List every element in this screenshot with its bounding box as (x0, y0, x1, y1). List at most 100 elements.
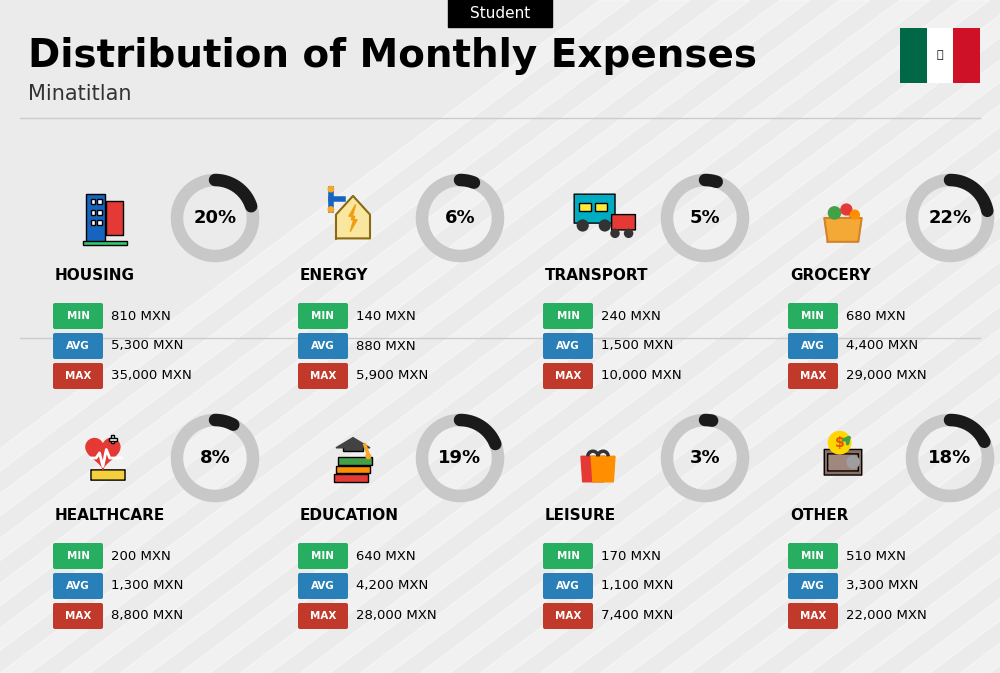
FancyBboxPatch shape (298, 333, 348, 359)
Circle shape (610, 229, 620, 238)
Text: $: $ (835, 435, 844, 450)
FancyBboxPatch shape (828, 454, 858, 471)
FancyBboxPatch shape (336, 466, 370, 473)
Text: AVG: AVG (311, 341, 335, 351)
Text: 4,400 MXN: 4,400 MXN (846, 339, 918, 353)
Polygon shape (581, 456, 605, 482)
Polygon shape (960, 0, 1000, 673)
Text: 1,100 MXN: 1,100 MXN (601, 579, 673, 592)
FancyBboxPatch shape (788, 363, 838, 389)
Text: MIN: MIN (312, 551, 334, 561)
Text: 240 MXN: 240 MXN (601, 310, 661, 322)
Polygon shape (349, 205, 357, 232)
FancyBboxPatch shape (109, 438, 117, 441)
Polygon shape (780, 0, 1000, 673)
Text: 680 MXN: 680 MXN (846, 310, 906, 322)
Text: MAX: MAX (555, 371, 581, 381)
FancyBboxPatch shape (53, 363, 103, 389)
FancyBboxPatch shape (788, 603, 838, 629)
Circle shape (840, 203, 853, 215)
FancyBboxPatch shape (788, 333, 838, 359)
FancyBboxPatch shape (927, 28, 953, 83)
FancyBboxPatch shape (543, 543, 593, 569)
FancyBboxPatch shape (543, 603, 593, 629)
Text: 7,400 MXN: 7,400 MXN (601, 610, 673, 623)
Text: LEISURE: LEISURE (545, 509, 616, 524)
FancyBboxPatch shape (338, 458, 372, 465)
FancyBboxPatch shape (824, 450, 862, 475)
FancyBboxPatch shape (91, 209, 95, 215)
Text: HOUSING: HOUSING (55, 269, 135, 283)
Polygon shape (0, 0, 750, 673)
Text: MAX: MAX (800, 611, 826, 621)
Text: AVG: AVG (801, 341, 825, 351)
FancyBboxPatch shape (543, 363, 593, 389)
Text: MAX: MAX (65, 611, 91, 621)
FancyBboxPatch shape (86, 194, 105, 242)
Text: AVG: AVG (556, 341, 580, 351)
Text: ENERGY: ENERGY (300, 269, 368, 283)
Text: 28,000 MXN: 28,000 MXN (356, 610, 437, 623)
Text: AVG: AVG (311, 581, 335, 591)
Circle shape (577, 219, 589, 232)
Circle shape (624, 229, 633, 238)
FancyBboxPatch shape (298, 603, 348, 629)
FancyBboxPatch shape (334, 474, 368, 482)
Polygon shape (0, 0, 930, 673)
FancyBboxPatch shape (298, 303, 348, 329)
Polygon shape (540, 0, 1000, 673)
Text: 🦅: 🦅 (937, 50, 943, 61)
Text: MAX: MAX (310, 371, 336, 381)
Text: 29,000 MXN: 29,000 MXN (846, 369, 927, 382)
Circle shape (599, 219, 611, 232)
Text: 6%: 6% (445, 209, 475, 227)
FancyBboxPatch shape (91, 199, 95, 205)
Text: Student: Student (470, 5, 530, 20)
Text: AVG: AVG (66, 581, 90, 591)
Text: MIN: MIN (312, 311, 334, 321)
Text: 5,300 MXN: 5,300 MXN (111, 339, 183, 353)
Circle shape (850, 209, 860, 219)
FancyBboxPatch shape (788, 543, 838, 569)
Text: 22,000 MXN: 22,000 MXN (846, 610, 927, 623)
Polygon shape (660, 0, 1000, 673)
FancyBboxPatch shape (579, 203, 591, 211)
Circle shape (328, 207, 334, 212)
FancyBboxPatch shape (595, 203, 606, 211)
FancyBboxPatch shape (97, 219, 102, 225)
Polygon shape (840, 0, 1000, 673)
Polygon shape (0, 0, 690, 673)
FancyBboxPatch shape (343, 444, 363, 451)
Text: 18%: 18% (928, 449, 972, 467)
FancyBboxPatch shape (543, 333, 593, 359)
Text: 510 MXN: 510 MXN (846, 549, 906, 563)
Text: Distribution of Monthly Expenses: Distribution of Monthly Expenses (28, 37, 757, 75)
Text: 4,200 MXN: 4,200 MXN (356, 579, 428, 592)
Text: 3%: 3% (690, 449, 720, 467)
FancyBboxPatch shape (612, 215, 635, 230)
FancyBboxPatch shape (111, 435, 114, 443)
FancyBboxPatch shape (788, 573, 838, 599)
Text: 20%: 20% (193, 209, 237, 227)
Polygon shape (0, 0, 630, 673)
Text: MIN: MIN (66, 311, 90, 321)
FancyBboxPatch shape (298, 543, 348, 569)
Text: 35,000 MXN: 35,000 MXN (111, 369, 192, 382)
Text: 10,000 MXN: 10,000 MXN (601, 369, 682, 382)
FancyBboxPatch shape (53, 333, 103, 359)
FancyBboxPatch shape (574, 194, 615, 223)
Text: TRANSPORT: TRANSPORT (545, 269, 648, 283)
FancyBboxPatch shape (91, 470, 125, 480)
Text: OTHER: OTHER (790, 509, 848, 524)
FancyBboxPatch shape (543, 573, 593, 599)
Polygon shape (336, 437, 370, 448)
Polygon shape (900, 0, 1000, 673)
Text: MIN: MIN (556, 311, 580, 321)
Circle shape (365, 453, 371, 460)
FancyBboxPatch shape (448, 0, 552, 27)
Text: MIN: MIN (802, 551, 824, 561)
FancyBboxPatch shape (53, 603, 103, 629)
Polygon shape (180, 0, 1000, 673)
Text: MAX: MAX (65, 371, 91, 381)
Text: AVG: AVG (801, 581, 825, 591)
